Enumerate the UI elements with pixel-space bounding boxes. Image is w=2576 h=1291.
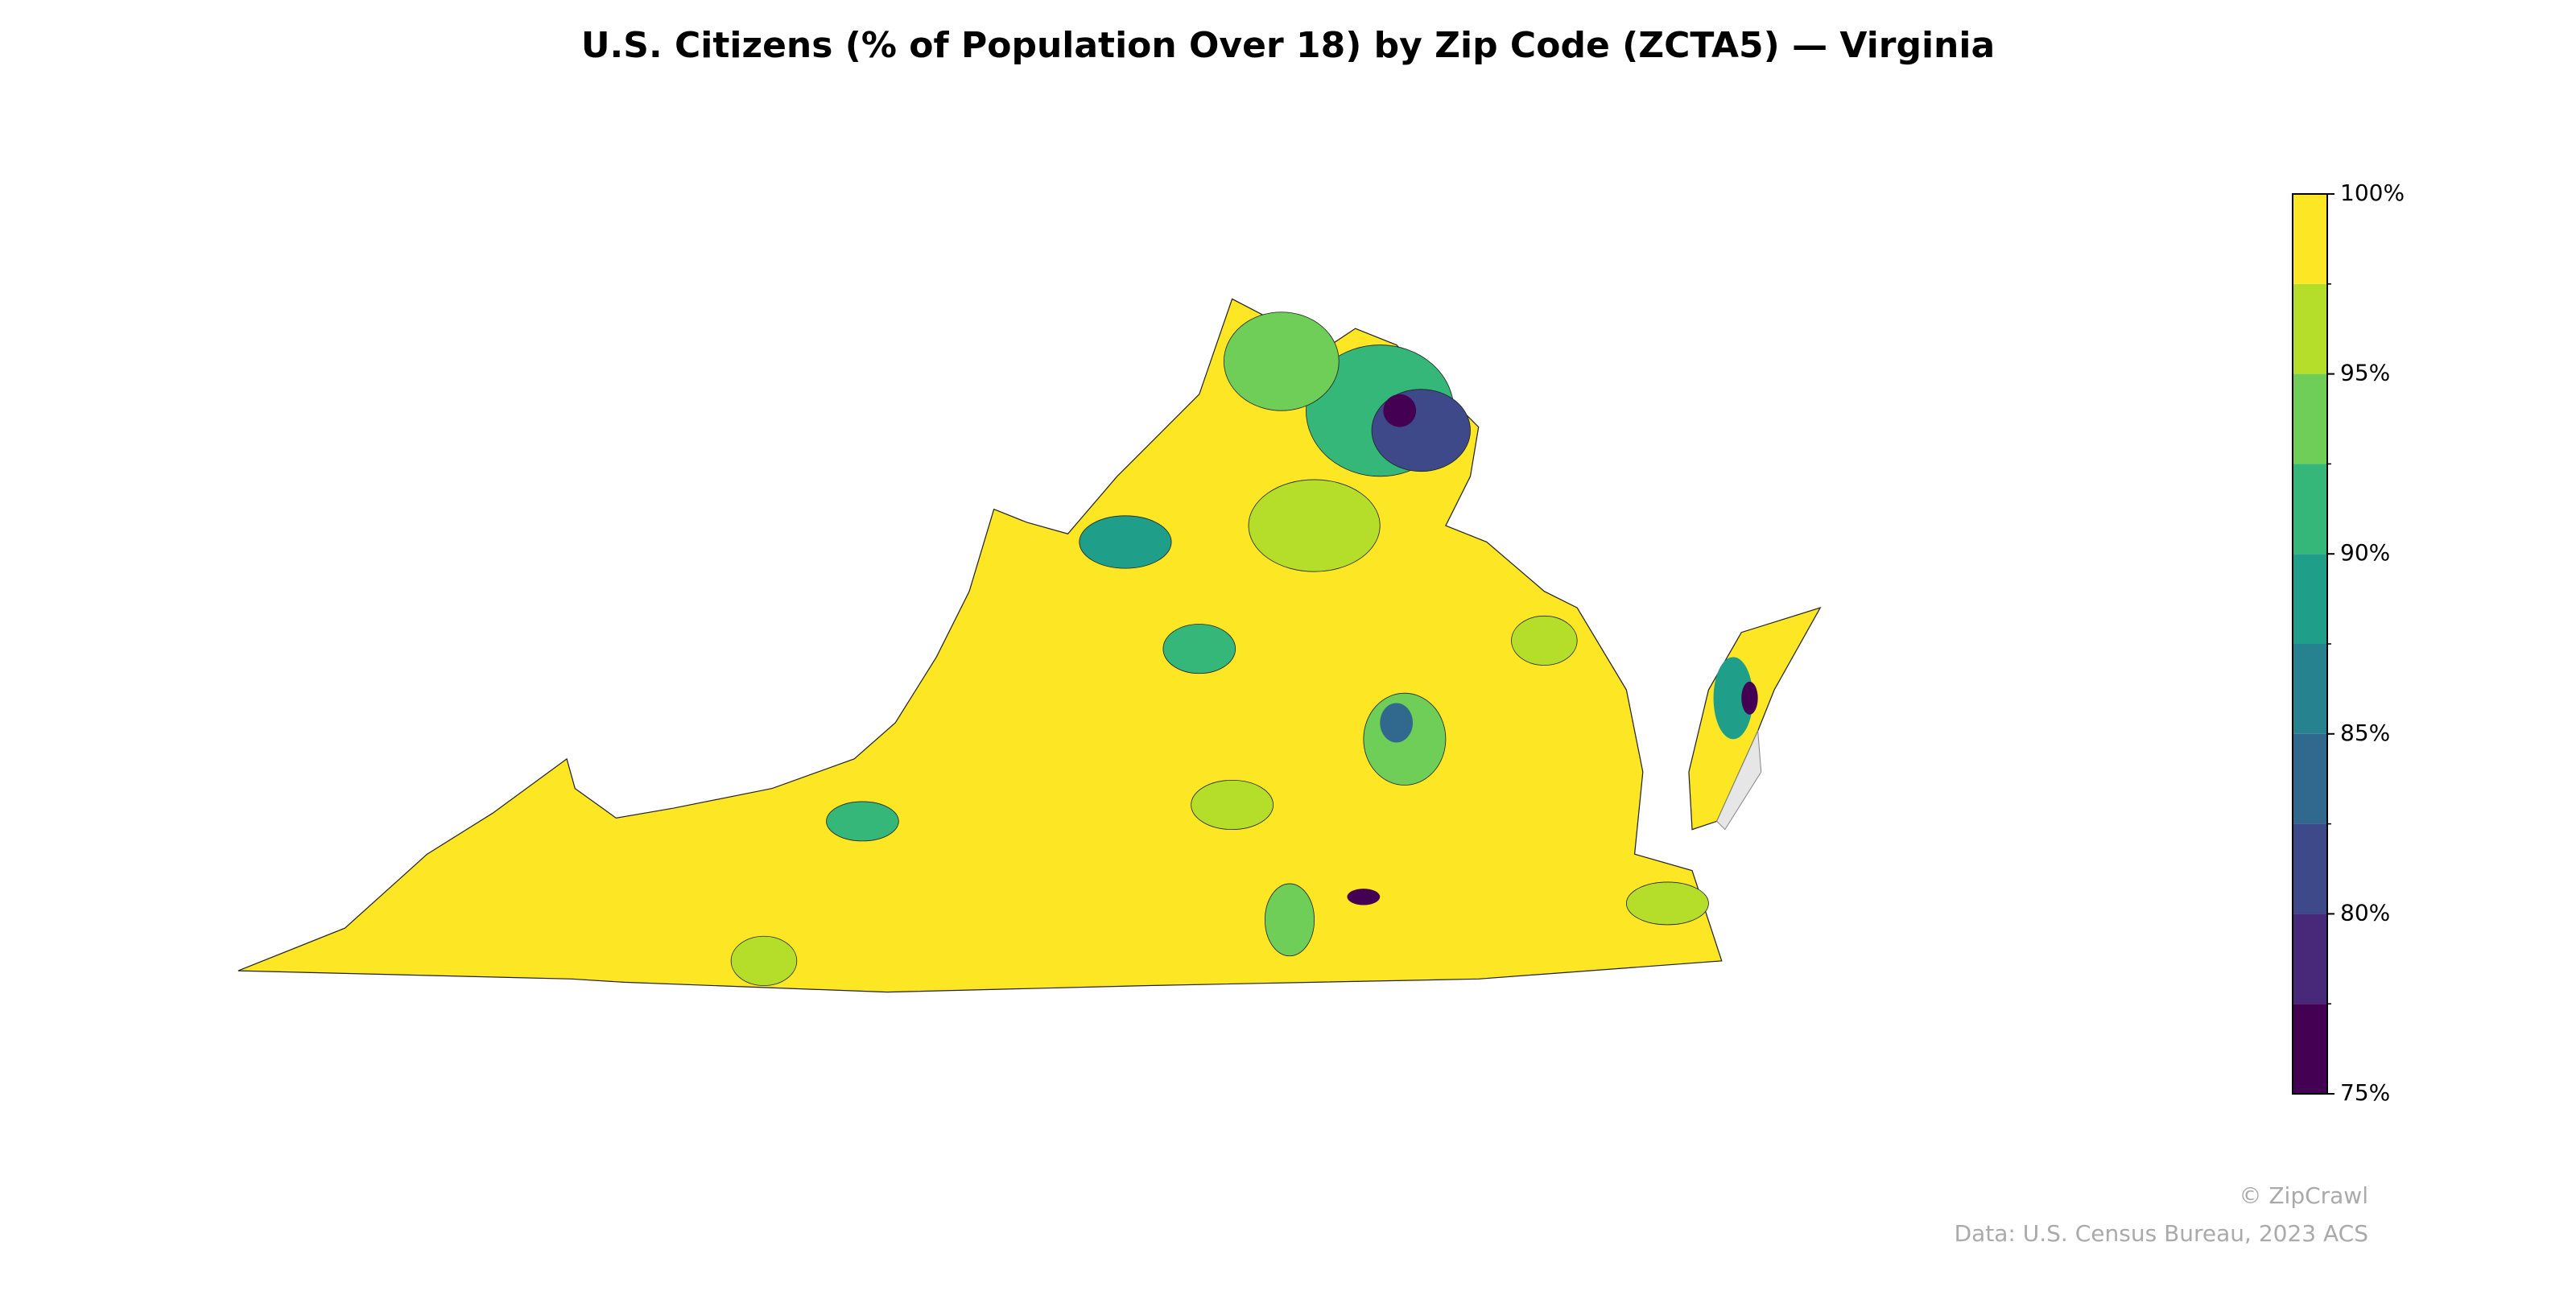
region-patch <box>1265 883 1315 957</box>
region-patch <box>1380 703 1414 743</box>
color-step <box>2293 1004 2327 1094</box>
tick-label: 75% <box>2340 1079 2390 1106</box>
tick-label: 85% <box>2340 720 2390 746</box>
colorbar: 75% 80% 85% 90% 95% 100% <box>2292 179 2405 1106</box>
color-step <box>2293 644 2327 734</box>
tick-label: 90% <box>2340 539 2390 566</box>
color-step <box>2293 914 2327 1004</box>
color-step <box>2293 194 2327 284</box>
tick-label: 80% <box>2340 899 2390 926</box>
tick-label: 95% <box>2340 360 2390 386</box>
color-step <box>2293 733 2327 824</box>
region-patch <box>1347 889 1381 905</box>
region-patch <box>1741 681 1758 715</box>
title: U.S. Citizens (% of Population Over 18) … <box>581 25 1995 66</box>
region-patch <box>1248 479 1381 572</box>
region-patch <box>1223 311 1340 411</box>
region-patch <box>1383 394 1417 427</box>
region-patch <box>826 801 899 842</box>
region-patch <box>1511 615 1578 666</box>
state-map <box>237 298 1822 993</box>
tick-label: 100% <box>2340 179 2405 206</box>
no-data-area <box>1716 729 1762 831</box>
region-patch <box>730 935 798 986</box>
state-shape <box>237 298 1723 993</box>
region-patch <box>1191 779 1274 831</box>
color-step <box>2293 373 2327 464</box>
region-patch <box>1625 881 1709 926</box>
region-patch <box>1713 657 1753 740</box>
color-step <box>2293 464 2327 555</box>
color-step <box>2293 823 2327 914</box>
region-patch <box>1079 515 1172 569</box>
color-step <box>2293 554 2327 644</box>
color-step <box>2293 283 2327 374</box>
credit: Data: U.S. Census Bureau, 2023 ACS <box>1955 1220 2368 1247</box>
region-patch <box>1162 624 1236 674</box>
credit: © ZipCrawl <box>2239 1182 2368 1209</box>
eastern-shore <box>1688 607 1822 831</box>
